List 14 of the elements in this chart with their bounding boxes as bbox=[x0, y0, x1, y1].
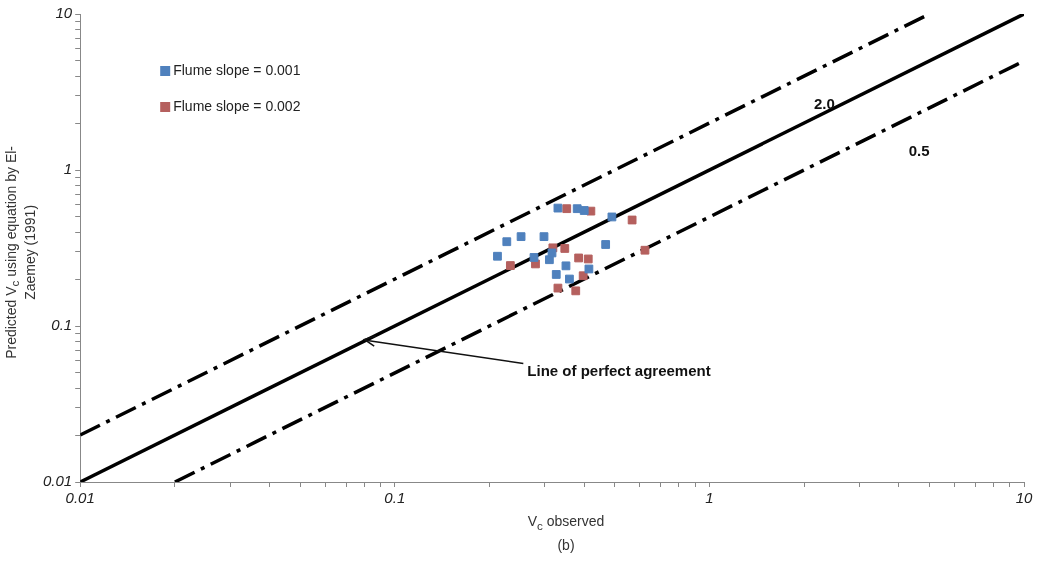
legend-label: Flume slope = 0.001 bbox=[173, 61, 301, 78]
x-tick-label: 1 bbox=[705, 489, 714, 507]
y-tick-label: 10 bbox=[55, 4, 73, 22]
x-axis-title: V$_{c}$ observed bbox=[526, 513, 606, 532]
series-label: 2.0 bbox=[813, 95, 835, 113]
y-tick-label: 0.1 bbox=[51, 316, 73, 334]
annotation: Line of perfect agreement bbox=[527, 361, 711, 379]
legend-label: Flume slope = 0.002 bbox=[173, 97, 301, 114]
y-tick-label: 0.01 bbox=[42, 472, 73, 490]
text: (b) bbox=[556, 537, 576, 553]
y-tick-label: 1 bbox=[63, 160, 73, 178]
x-tick-label: 0.1 bbox=[384, 489, 406, 507]
x-tick-label: 10 bbox=[1015, 489, 1033, 507]
series-label: 0.5 bbox=[908, 142, 930, 160]
